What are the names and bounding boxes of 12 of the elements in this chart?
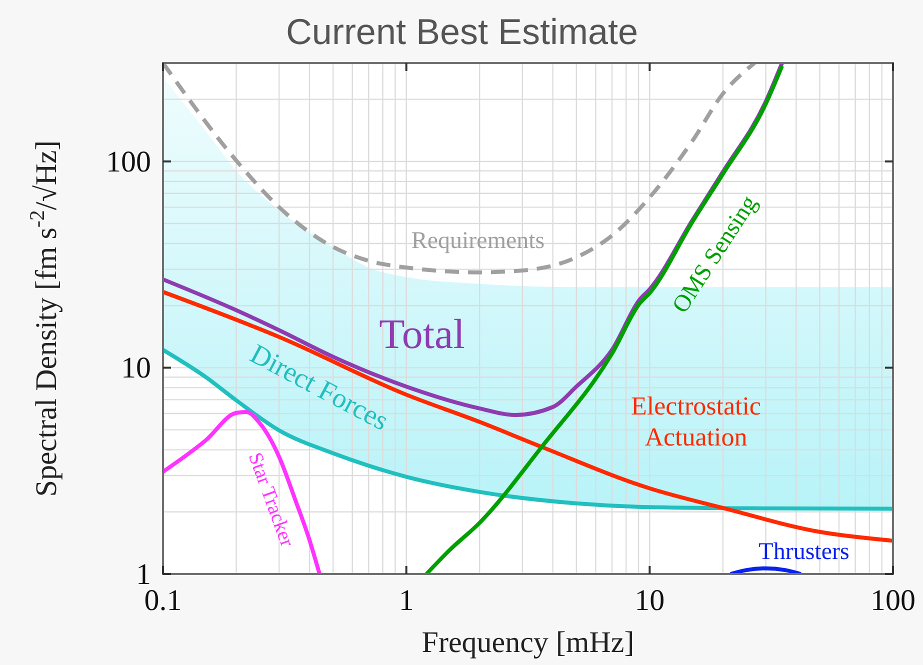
series-label: Electrostatic Actuation [631, 391, 761, 452]
y-tick-label: 10 [121, 352, 151, 385]
text: Star Tracker [244, 450, 299, 550]
x-tick-label: 10 [634, 584, 665, 617]
x-axis-title: Frequency [mHz] [422, 626, 634, 659]
chart-title: Current Best Estimate [286, 11, 638, 52]
series-label: Total [379, 312, 465, 358]
x-tick-label: 100 [870, 584, 916, 617]
y-tick-label: 100 [106, 145, 151, 178]
x-tick-label: 1 [398, 584, 414, 617]
series-label: Thrusters [758, 538, 850, 565]
series-label: Requirements [411, 228, 545, 254]
